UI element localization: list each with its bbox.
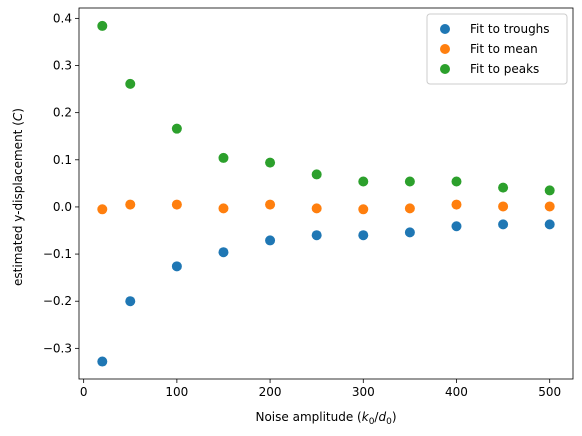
data-point xyxy=(404,203,415,214)
data-point xyxy=(218,247,229,258)
data-point xyxy=(544,219,555,230)
legend-box xyxy=(426,13,568,85)
data-point xyxy=(265,235,276,246)
y-tick-label: 0.4 xyxy=(53,11,72,25)
legend-label: Fit to peaks xyxy=(470,62,539,76)
data-point xyxy=(97,20,108,31)
data-point xyxy=(97,356,108,367)
legend-marker xyxy=(440,44,450,54)
legend-marker xyxy=(440,24,450,34)
data-point xyxy=(404,227,415,238)
data-point xyxy=(218,152,229,163)
data-points xyxy=(97,20,555,367)
data-point xyxy=(125,296,136,307)
data-point xyxy=(171,199,182,210)
y-tick-label: 0.2 xyxy=(53,106,72,120)
data-point xyxy=(358,176,369,187)
data-point xyxy=(404,176,415,187)
data-point xyxy=(451,176,462,187)
data-point xyxy=(498,219,509,230)
series-0 xyxy=(97,219,555,367)
data-point xyxy=(498,182,509,193)
data-point xyxy=(311,230,322,241)
x-tick-label: 500 xyxy=(538,385,561,399)
data-point xyxy=(544,201,555,212)
data-point xyxy=(451,221,462,232)
data-point xyxy=(358,230,369,241)
data-point xyxy=(311,169,322,180)
y-axis-ticks: −0.3 −0.2 −0.1 0.0 0.1 0.2 0.3 0.4 xyxy=(43,11,79,355)
data-point xyxy=(451,199,462,210)
data-point xyxy=(97,204,108,215)
legend-label: Fit to mean xyxy=(470,42,538,56)
legend-label: Fit to troughs xyxy=(470,22,550,36)
data-point xyxy=(544,185,555,196)
y-tick-label: 0.1 xyxy=(53,153,72,167)
data-point xyxy=(171,123,182,134)
data-point xyxy=(311,203,322,214)
data-point xyxy=(358,204,369,215)
data-point xyxy=(498,201,509,212)
y-tick-label: −0.3 xyxy=(43,341,72,355)
series-2 xyxy=(97,20,555,196)
legend-marker xyxy=(440,64,450,74)
y-tick-label: 0.3 xyxy=(53,59,72,73)
x-axis-label: Noise amplitude (k0/d0) xyxy=(255,410,396,427)
x-tick-label: 400 xyxy=(445,385,468,399)
x-tick-label: 200 xyxy=(259,385,282,399)
data-point xyxy=(265,199,276,210)
x-tick-label: 300 xyxy=(352,385,375,399)
data-point xyxy=(125,199,136,210)
axes-frame xyxy=(78,7,574,380)
x-tick-label: 100 xyxy=(165,385,188,399)
y-tick-label: −0.1 xyxy=(43,247,72,261)
data-point xyxy=(218,203,229,214)
data-point xyxy=(265,157,276,168)
y-tick-label: 0.0 xyxy=(53,200,72,214)
x-tick-label: 0 xyxy=(80,385,88,399)
data-point xyxy=(125,78,136,89)
data-point xyxy=(171,261,182,272)
legend: Fit to troughs Fit to mean Fit to peaks xyxy=(426,13,568,85)
y-tick-label: −0.2 xyxy=(43,294,72,308)
y-axis-label: estimated y-displacement (C) xyxy=(11,108,25,286)
x-axis-ticks: 0 100 200 300 400 500 xyxy=(80,379,561,399)
series-1 xyxy=(97,199,555,215)
